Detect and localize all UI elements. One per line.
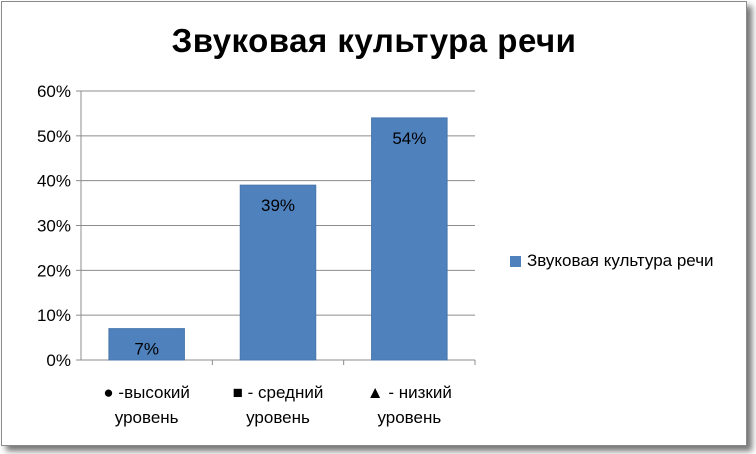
x-tick-label: ● -высокий <box>103 383 189 402</box>
x-tick-label: уровень <box>115 408 179 427</box>
y-tick-label: 30% <box>37 217 71 236</box>
y-tick-label: 20% <box>37 261 71 280</box>
x-tick-label: уровень <box>377 408 441 427</box>
chart-title: Звуковая культура речи <box>171 22 577 59</box>
legend: Звуковая культура речи <box>510 251 714 271</box>
data-label: 39% <box>261 196 295 215</box>
x-tick-label: уровень <box>246 408 310 427</box>
data-label: 54% <box>392 129 426 148</box>
bar <box>108 328 185 361</box>
chart-frame: Звуковая культура речи 0% 10% 20% 30% 40% 50%… <box>1 1 747 446</box>
legend-swatch <box>510 255 521 267</box>
y-tick-label: 50% <box>37 127 71 146</box>
y-tick-label: 40% <box>37 172 71 191</box>
y-tick-label: 60% <box>37 82 71 101</box>
x-tick-label: ▲ - низкий <box>367 383 452 402</box>
y-tick-label: 0% <box>46 351 71 370</box>
x-tick-label: ■ - средний <box>233 383 324 402</box>
bar <box>371 117 448 361</box>
legend-label: Звуковая культура речи <box>527 251 714 270</box>
y-tick-label: 10% <box>37 306 71 325</box>
chart-plot: 0% 10% 20% 30% 40% 50% 60% 7% ● -высокий уровень 3… <box>37 82 476 427</box>
bar <box>239 184 317 361</box>
data-label: 7% <box>134 340 159 359</box>
